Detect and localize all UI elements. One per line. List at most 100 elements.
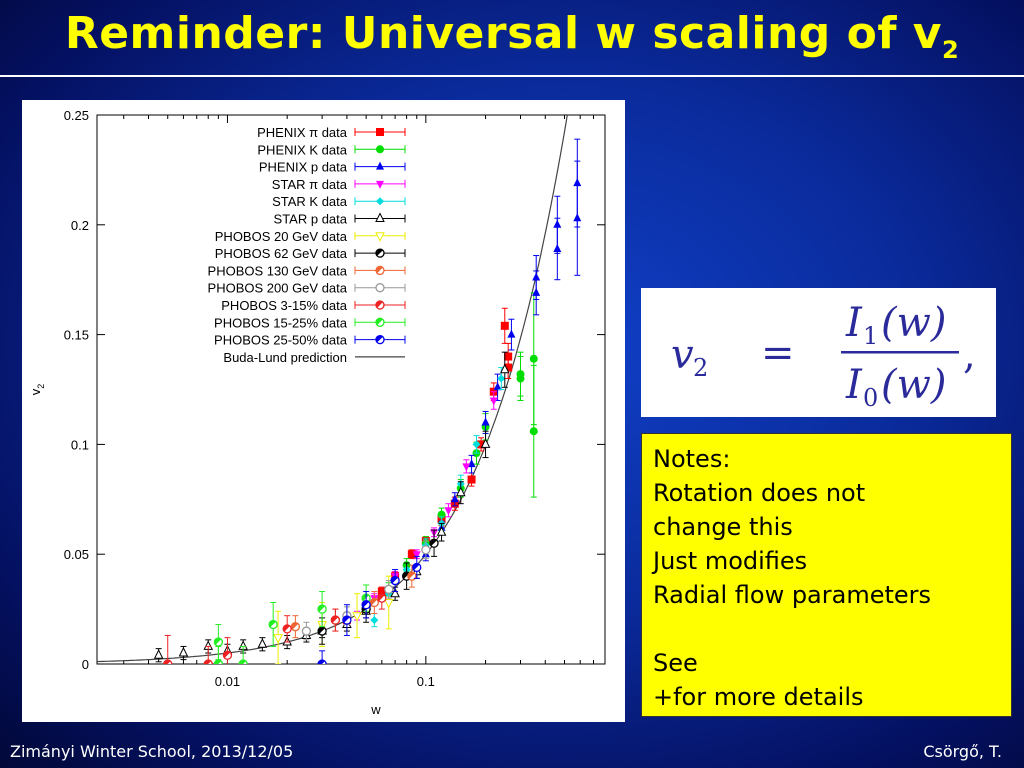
data-point — [352, 612, 362, 622]
notes-box: Notes: Rotation does not change this Jus… — [641, 433, 1012, 717]
formula-comma: , — [963, 332, 976, 378]
legend-marker — [376, 197, 384, 206]
note-line: Just modifies — [653, 547, 808, 575]
data-point — [222, 650, 233, 660]
marker-fill — [391, 576, 398, 584]
data-point — [467, 459, 476, 468]
data-point — [444, 507, 453, 516]
note-line: change this — [653, 513, 793, 541]
data-point — [412, 562, 422, 573]
data-point — [497, 374, 506, 383]
marker-fill — [375, 249, 383, 256]
data-point — [412, 551, 421, 560]
data-point — [421, 545, 431, 555]
chart-panel: 0 0.05 0.1 0.15 0.2 0.25 0.01 0.1 w v2 PHENIX π da… — [22, 100, 625, 722]
data-point — [342, 615, 352, 625]
formula-denominator: I — [845, 362, 863, 408]
v2-scaling-chart: 0 0.05 0.1 0.15 0.2 0.25 0.01 0.1 w v2 PHENIX π da… — [28, 108, 606, 717]
data-point — [369, 597, 379, 608]
data-point — [317, 659, 327, 664]
data-point — [532, 287, 541, 296]
marker-fill — [370, 598, 378, 606]
data-point — [330, 615, 341, 625]
data-point — [178, 646, 189, 657]
data-point — [317, 604, 327, 614]
data-point — [500, 321, 509, 330]
formula-numerator-arg: (w) — [881, 300, 946, 346]
y-axis-label: v2 — [28, 384, 46, 396]
note-line: +for more details — [653, 683, 864, 711]
data-point — [257, 638, 268, 648]
note-line: Rotation does not — [653, 479, 866, 507]
data-point — [507, 329, 516, 338]
marker-fill — [402, 572, 410, 579]
data-point — [481, 417, 490, 426]
marker-fill — [376, 301, 383, 308]
marker-fill — [163, 659, 171, 664]
marker-fill — [269, 620, 277, 628]
marker-fill — [283, 624, 291, 632]
series-3 — [353, 391, 498, 621]
legend-marker — [376, 145, 384, 154]
note-line: Radial flow parameters — [653, 581, 932, 609]
legend-label: PHENIX p data — [259, 160, 348, 175]
data-point — [203, 659, 213, 664]
footer-event: Zimányi Winter School, 2013/12/05 — [10, 742, 294, 761]
data-point — [436, 526, 447, 536]
data-point — [290, 622, 301, 632]
data-point — [499, 363, 510, 374]
data-point — [361, 600, 371, 610]
formula-denominator-sub: 0 — [863, 384, 878, 412]
data-point — [370, 616, 379, 625]
slide-title: Reminder: Universal w scaling of v2 — [0, 8, 1024, 64]
marker-fill — [318, 605, 325, 612]
y-tick-label: 0.1 — [71, 437, 89, 452]
series-12 — [317, 555, 422, 664]
data-point — [273, 634, 283, 644]
note-line — [653, 612, 1011, 646]
formula-numerator-sub: 1 — [863, 322, 878, 350]
data-point — [407, 550, 416, 559]
series-2 — [421, 138, 582, 562]
note-line: Notes: — [653, 445, 731, 473]
title-divider — [0, 75, 1024, 77]
legend-marker — [376, 128, 384, 136]
data-point — [493, 382, 502, 391]
footer-author: Csörgő, T. — [923, 742, 1002, 761]
formula-box: v 2 = I 1 (w) I 0 (w) , — [641, 288, 996, 417]
legend-marker — [375, 283, 385, 293]
legend-label: PHOBOS 200 GeV data — [208, 281, 348, 296]
marker-fill — [291, 622, 299, 630]
legend-marker — [375, 334, 385, 345]
v2-formula: v 2 = I 1 (w) I 0 (w) , — [671, 300, 976, 412]
data-point — [480, 438, 491, 448]
legend-label: STAR p data — [274, 212, 348, 227]
formula-denominator-arg: (w) — [881, 362, 946, 408]
data-point — [238, 659, 248, 664]
data-point — [467, 475, 476, 484]
data-point — [489, 397, 498, 406]
formula-numerator: I — [845, 300, 863, 346]
legend-label: PHOBOS 25-50% data — [214, 333, 348, 348]
legend-label: PHOBOS 3-15% data — [221, 298, 347, 313]
y-tick-label: 0.15 — [64, 328, 89, 343]
legend-label: PHOBOS 130 GeV data — [208, 263, 348, 278]
marker-fill — [223, 651, 231, 659]
formula-equals: = — [761, 330, 795, 376]
note-line: See — [653, 649, 698, 677]
y-tick-label: 0 — [82, 657, 89, 672]
legend-marker — [375, 300, 385, 310]
marker-fill — [318, 660, 325, 664]
marker-fill — [204, 660, 212, 664]
y-tick-label: 0.2 — [71, 218, 89, 233]
data-point — [553, 243, 562, 252]
x-tick-label: 0.01 — [215, 674, 240, 689]
marker-fill — [362, 594, 369, 601]
legend-label: Buda-Lund prediction — [223, 350, 347, 365]
buda-lund-curve — [97, 115, 568, 663]
legend-label: PHOBOS 20 GeV data — [215, 229, 348, 244]
formula-lhs: v — [671, 332, 694, 378]
legend-label: PHOBOS 62 GeV data — [215, 246, 348, 261]
data-point — [429, 538, 439, 548]
marker-fill — [375, 335, 383, 343]
